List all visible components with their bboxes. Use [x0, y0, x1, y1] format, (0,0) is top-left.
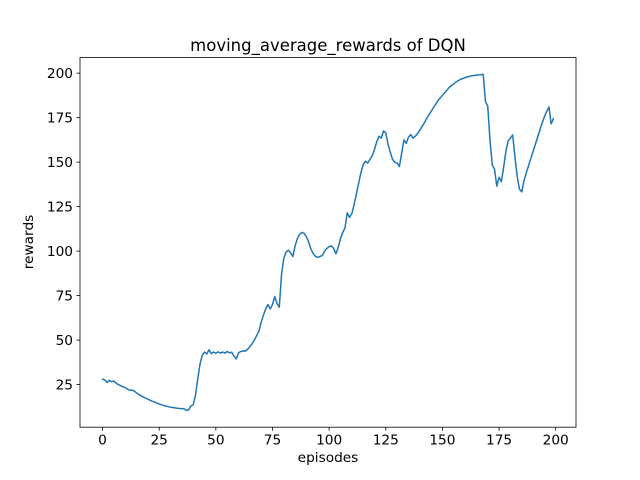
- plot-frame: [79, 57, 577, 428]
- x-tick-label: 125: [373, 433, 399, 449]
- y-tick-label: 75: [56, 288, 73, 304]
- x-tick-label: 200: [543, 433, 569, 449]
- y-tick-label: 50: [56, 333, 73, 349]
- x-tick-label: 175: [486, 433, 512, 449]
- chart-title: moving_average_rewards of DQN: [190, 36, 466, 55]
- y-tick-label: 200: [47, 66, 73, 82]
- y-tick-label: 125: [47, 199, 73, 215]
- y-tick-label: 150: [47, 155, 73, 171]
- x-tick-label: 25: [150, 433, 167, 449]
- x-tick-label: 100: [316, 433, 342, 449]
- y-tick-label: 100: [47, 244, 73, 260]
- x-tick-label: 150: [429, 433, 455, 449]
- x-tick-label: 0: [98, 433, 107, 449]
- x-tick-label: 50: [207, 433, 224, 449]
- y-tick-label: 25: [56, 377, 73, 393]
- y-axis-label: rewards: [21, 214, 37, 270]
- x-axis-label: episodes: [297, 450, 359, 466]
- x-tick-label: 75: [264, 433, 281, 449]
- y-tick-label: 175: [47, 110, 73, 126]
- reward-line: [101, 73, 555, 412]
